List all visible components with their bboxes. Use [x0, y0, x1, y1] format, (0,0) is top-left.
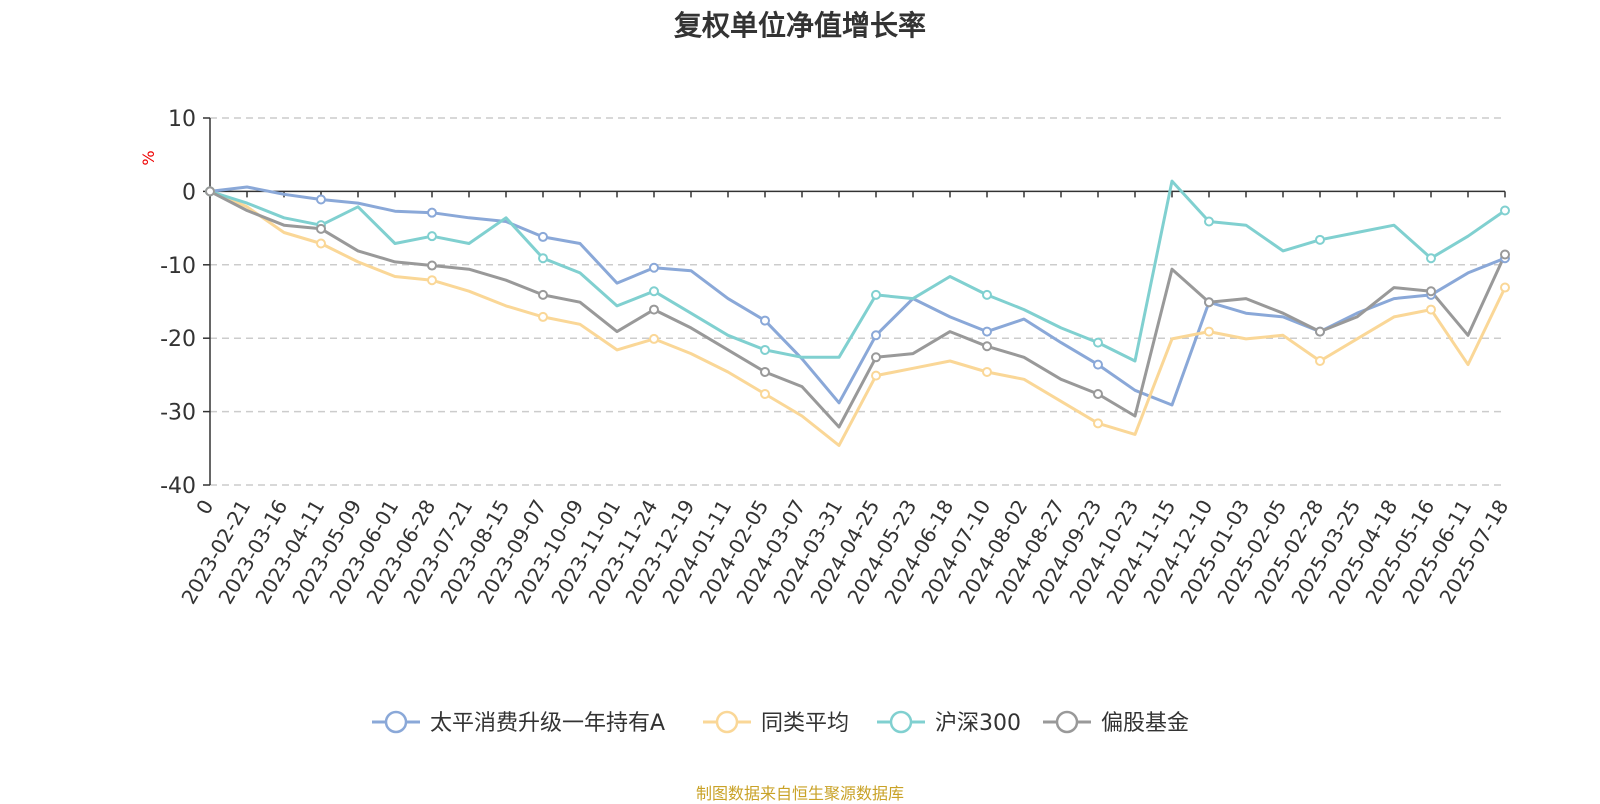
data-point: [760, 315, 770, 326]
data-point: [1093, 359, 1103, 370]
legend-item[interactable]: 偏股基金: [1043, 710, 1189, 736]
data-point: [1315, 355, 1325, 366]
data-point: [982, 366, 992, 377]
legend: 太平消费升级一年持有A 同类平均 沪深300 偏股基金: [372, 710, 1189, 736]
data-point: [871, 289, 881, 300]
legend-label: 太平消费升级一年持有A: [430, 711, 665, 736]
data-point: [1315, 326, 1325, 337]
legend-item[interactable]: 沪深300: [877, 710, 1021, 736]
data-point: [871, 352, 881, 363]
data-point: [1093, 418, 1103, 429]
legend-label: 同类平均: [761, 711, 849, 736]
data-point: [538, 231, 548, 242]
legend-marker: [1055, 710, 1079, 734]
data-point: [427, 260, 437, 271]
data-point: [760, 366, 770, 377]
data-point: [316, 223, 326, 234]
data-point: [316, 238, 326, 249]
legend-label: 偏股基金: [1101, 711, 1189, 736]
data-point: [649, 286, 659, 297]
data-point: [649, 333, 659, 344]
series-markers: [205, 186, 1510, 429]
axes: [203, 117, 1506, 486]
legend-label: 沪深300: [935, 711, 1021, 736]
data-point: [1500, 249, 1510, 260]
y-tick-label: -40: [160, 474, 196, 499]
series-line: [209, 190, 1507, 447]
data-point: [1204, 297, 1214, 308]
series-line: [209, 190, 1507, 429]
data-point: [982, 341, 992, 352]
series-lines: [209, 179, 1507, 447]
data-point: [1204, 326, 1214, 337]
y-tick-label: 0: [182, 180, 196, 205]
data-point: [649, 262, 659, 273]
data-point: [205, 186, 215, 197]
legend-marker: [889, 710, 913, 734]
y-tick-label: 10: [168, 107, 196, 132]
data-point: [871, 370, 881, 381]
data-point: [316, 194, 326, 205]
data-point: [982, 289, 992, 300]
chart-title: 复权单位净值增长率: [673, 9, 926, 42]
data-point: [760, 388, 770, 399]
data-point: [649, 304, 659, 315]
y-axis-unit-label: %: [139, 150, 158, 165]
y-tick-label: -30: [160, 401, 196, 426]
data-point: [1204, 216, 1214, 227]
legend-marker: [384, 710, 408, 734]
source-note: 制图数据来自恒生聚源数据库: [695, 784, 904, 803]
data-point: [760, 344, 770, 355]
legend-item[interactable]: 太平消费升级一年持有A: [372, 710, 665, 736]
legend-item[interactable]: 同类平均: [703, 710, 849, 736]
series-line: [209, 179, 1506, 363]
data-point: [427, 275, 437, 286]
data-point: [1426, 253, 1436, 264]
series-line: [209, 185, 1506, 407]
y-tick-label: -10: [160, 254, 196, 279]
data-point: [871, 330, 881, 341]
legend-marker: [715, 710, 739, 734]
data-point: [427, 231, 437, 242]
data-point: [1426, 286, 1436, 297]
data-point: [538, 253, 548, 264]
data-point: [1500, 282, 1510, 293]
data-point: [538, 289, 548, 300]
x-tick-label: 0: [191, 496, 218, 519]
data-point: [982, 326, 992, 337]
data-point: [1093, 388, 1103, 399]
data-point: [427, 207, 437, 218]
data-point: [1426, 304, 1436, 315]
data-point: [538, 311, 548, 322]
grid-lines: [210, 117, 1505, 486]
data-point: [1093, 337, 1103, 348]
data-point: [1315, 234, 1325, 245]
data-point: [1500, 205, 1510, 216]
y-tick-label: -20: [160, 327, 196, 352]
